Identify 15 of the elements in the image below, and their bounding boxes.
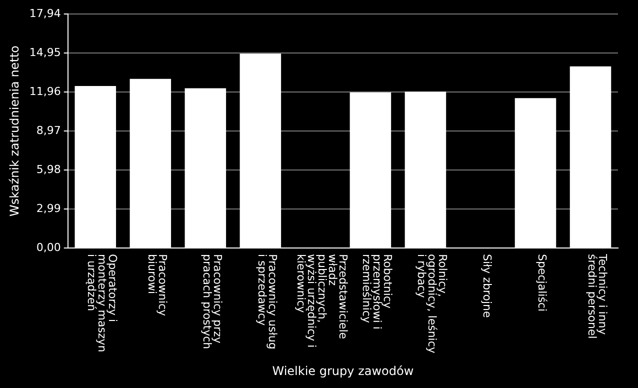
x-tick-label: Technicy i inny średni personel	[585, 253, 609, 339]
x-tick-label: Pracownicy biurowi	[145, 254, 169, 317]
y-tick-label: 11,96	[29, 84, 61, 98]
y-tick-label: 0,00	[36, 240, 61, 254]
y-tick-label: 14,95	[29, 46, 61, 59]
x-tick-label: Operatorzy i monterzy maszyn i urządzeń	[85, 254, 120, 352]
y-tick-label: 5,98	[36, 162, 61, 176]
x-tick-label: Siły zbrojne	[480, 254, 494, 318]
y-tick-label: 17,94	[29, 6, 61, 20]
y-tick-label: 8,97	[36, 124, 61, 137]
x-tick-label: Rolnicy, ogrodnicy, leśnicy i rybacy	[415, 254, 450, 354]
x-tick-label: Specjaliści	[536, 254, 549, 312]
x-axis-title: Wielkie grupy zawodów	[272, 364, 414, 378]
y-axis-title: Wskaźnik zatrudnienia netto	[7, 46, 22, 216]
y-tick-label: 2,99	[36, 202, 61, 215]
